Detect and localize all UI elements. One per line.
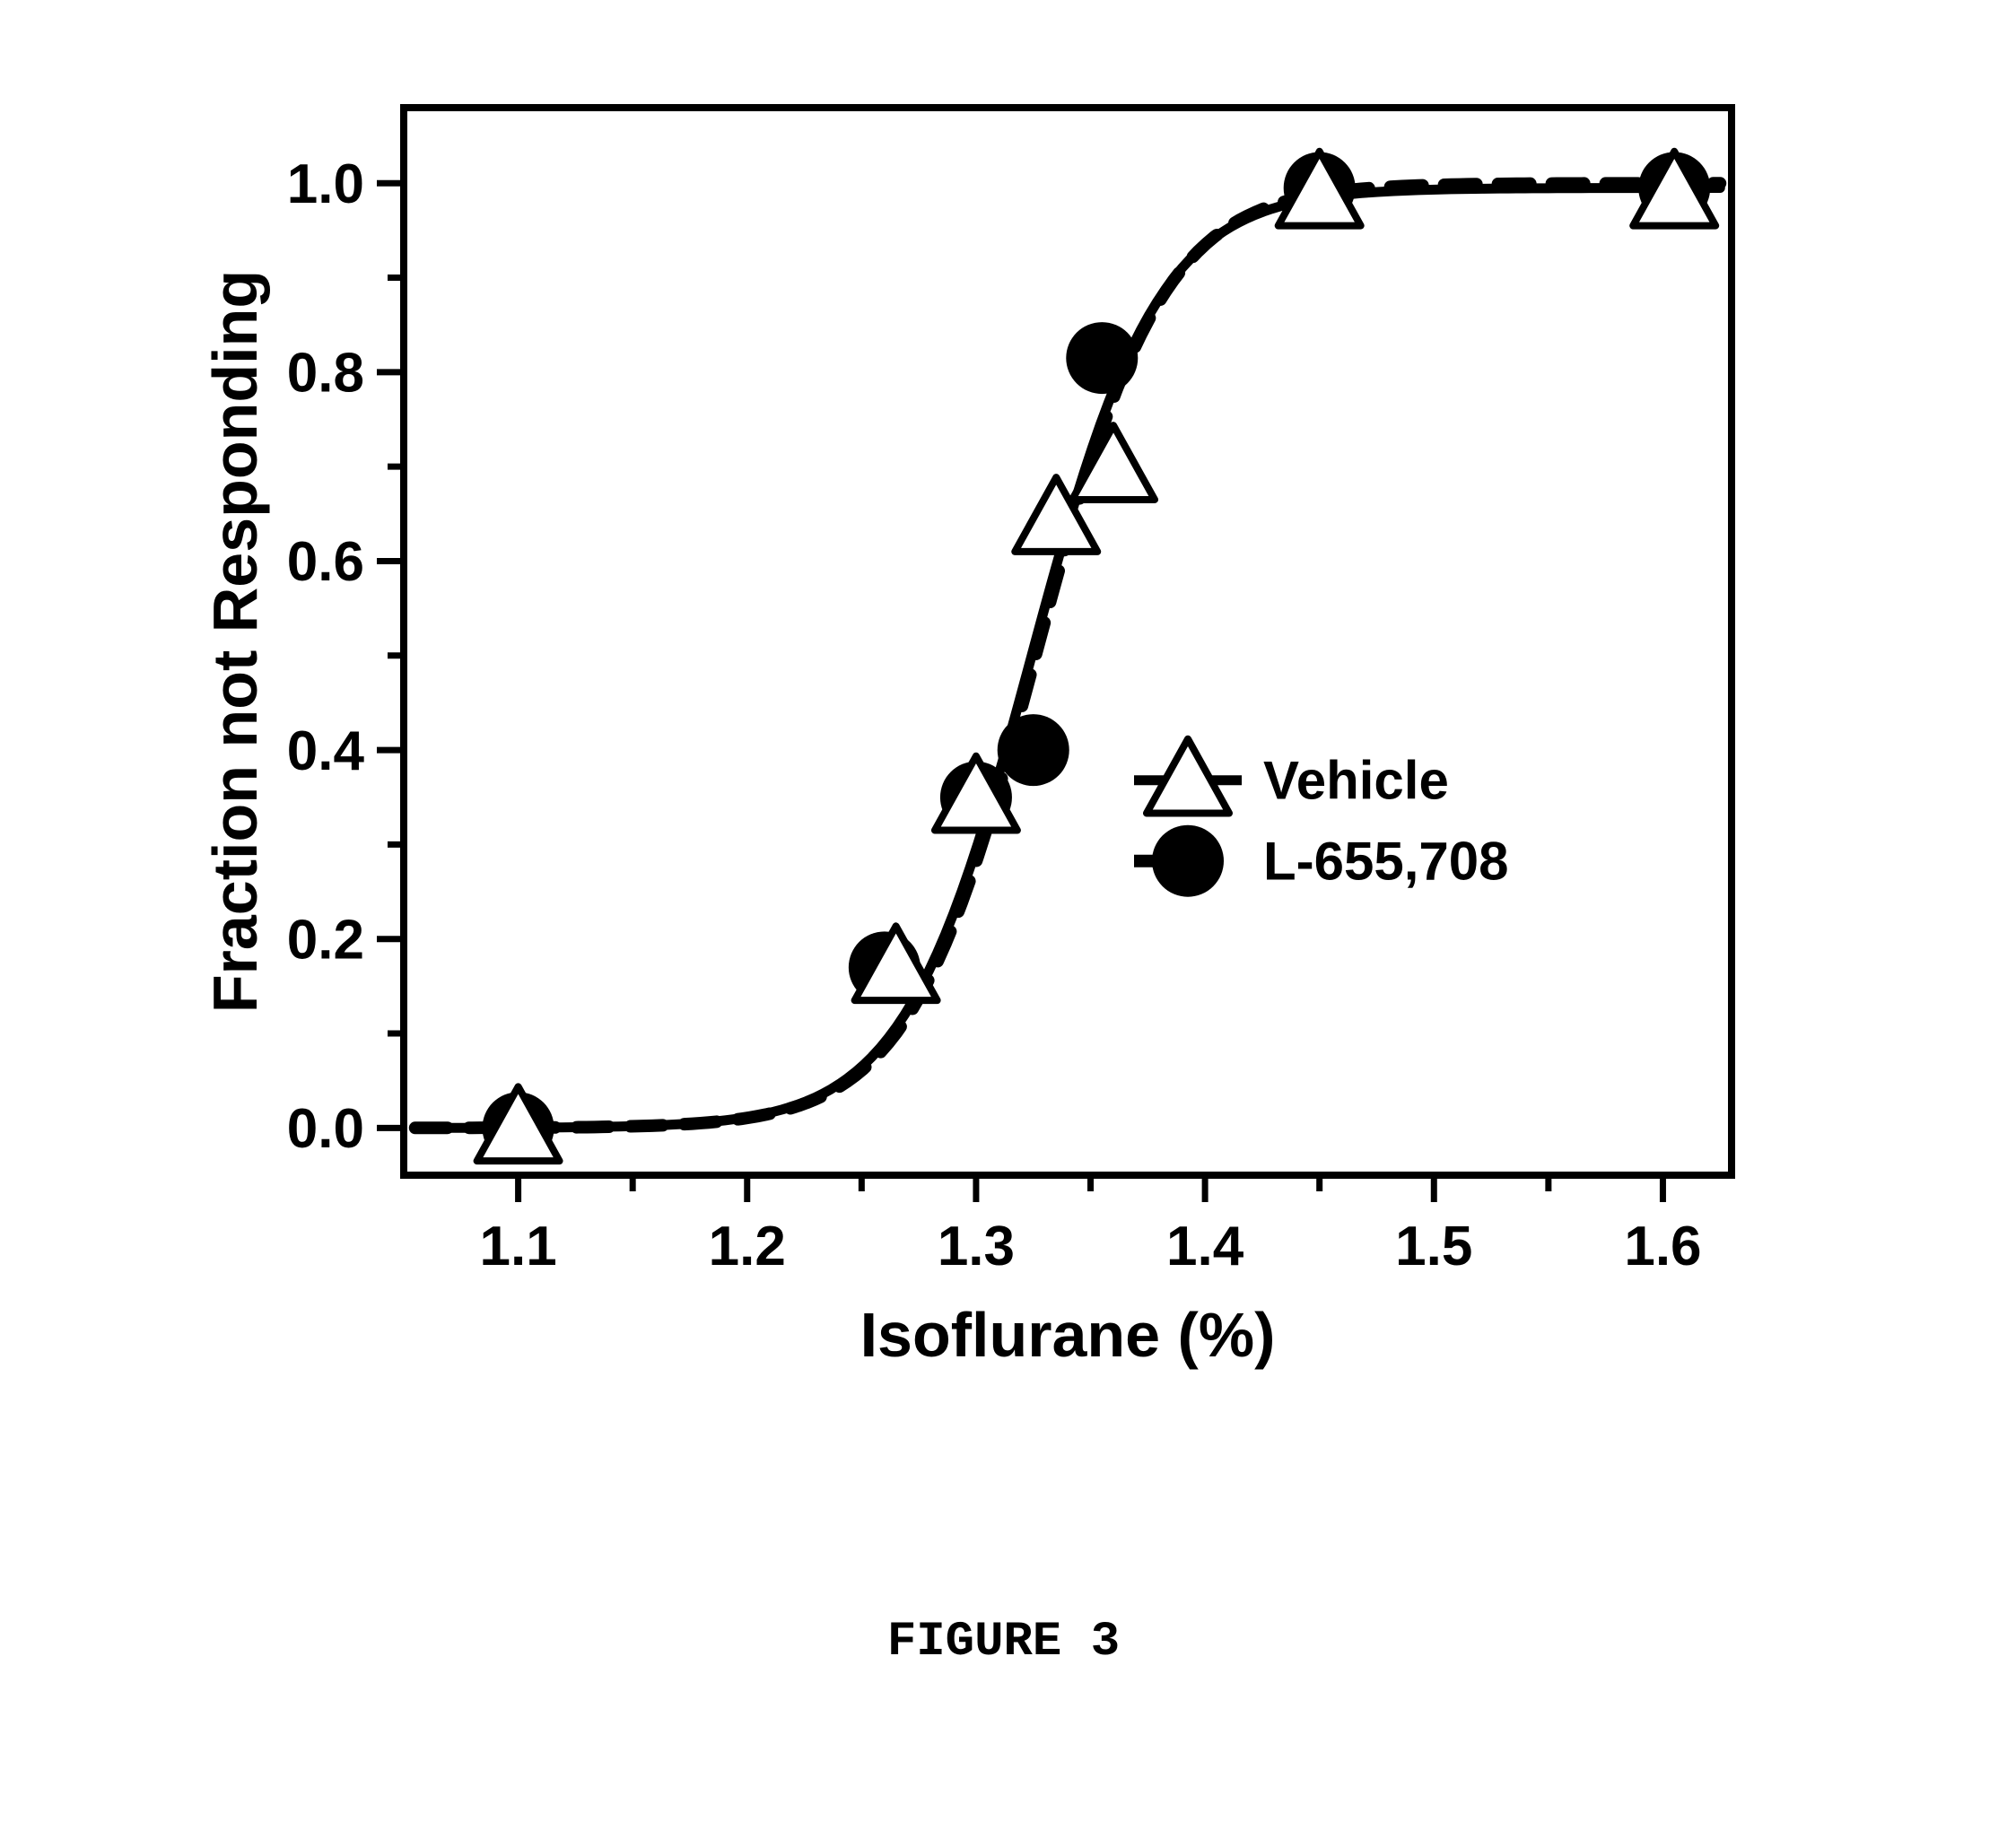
svg-text:L-655,708: L-655,708 — [1263, 832, 1509, 892]
svg-text:Isoflurane (%): Isoflurane (%) — [860, 1300, 1276, 1370]
svg-text:0.8: 0.8 — [287, 343, 364, 405]
svg-text:0.0: 0.0 — [287, 1098, 364, 1160]
svg-text:1.4: 1.4 — [1166, 1216, 1244, 1277]
svg-text:0.2: 0.2 — [287, 909, 364, 971]
chart-container: 1.1 1.2 1.3 1.4 1.5 1.6 0.0 0.2 0.4 0.6 0.8 1.0 Isof… — [99, 36, 1893, 1521]
svg-text:1.6: 1.6 — [1624, 1216, 1701, 1277]
svg-text:0.6: 0.6 — [287, 531, 364, 593]
svg-text:Vehicle: Vehicle — [1263, 751, 1449, 811]
page: 1.1 1.2 1.3 1.4 1.5 1.6 0.0 0.2 0.4 0.6 0.8 1.0 Isof… — [0, 0, 2007, 1848]
svg-text:1.3: 1.3 — [938, 1216, 1015, 1277]
svg-text:0.4: 0.4 — [287, 720, 365, 782]
svg-text:1.0: 1.0 — [287, 153, 364, 215]
dose-response-chart: 1.1 1.2 1.3 1.4 1.5 1.6 0.0 0.2 0.4 0.6 0.8 1.0 Isof… — [99, 36, 1893, 1516]
svg-text:1.5: 1.5 — [1395, 1216, 1472, 1277]
svg-text:1.2: 1.2 — [709, 1216, 786, 1277]
svg-text:Fraction not Responding: Fraction not Responding — [200, 270, 270, 1013]
figure-caption: FIGURE 3 — [0, 1615, 2007, 1669]
svg-text:1.1: 1.1 — [479, 1216, 556, 1277]
